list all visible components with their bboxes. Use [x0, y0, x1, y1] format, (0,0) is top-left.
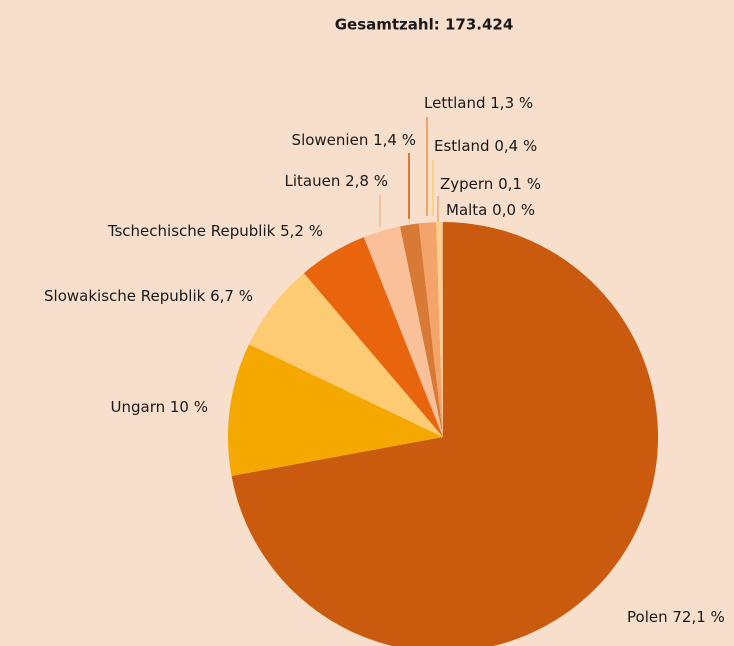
- pie-slice: [231, 222, 658, 646]
- pie-slice: [418, 222, 443, 437]
- slice-label: Tschechische Republik 5,2 %: [107, 222, 323, 240]
- slice-value: 1,3 %: [490, 94, 533, 112]
- slice-name: Litauen: [284, 172, 340, 190]
- slice-label: Malta 0,0 %: [446, 201, 535, 219]
- slice-name: Slowakische Republik: [44, 287, 206, 305]
- slice-value: 2,8 %: [345, 172, 388, 190]
- slice-name: Zypern: [440, 175, 493, 193]
- slice-label: Litauen 2,8 %: [284, 172, 388, 190]
- pie-slice: [363, 226, 443, 437]
- slice-value: 0,1 %: [498, 175, 541, 193]
- slice-name: Ungarn: [111, 398, 166, 416]
- slice-name: Lettland: [424, 94, 485, 112]
- pie-slice: [400, 223, 443, 437]
- pie-slice: [436, 222, 443, 437]
- pie-slice: [303, 237, 443, 437]
- pie-slice: [441, 222, 443, 437]
- slice-label: Slowenien 1,4 %: [292, 131, 416, 149]
- slice-name: Tschechische Republik: [107, 222, 276, 240]
- slice-value: 6,7 %: [210, 287, 253, 305]
- slice-label: Ungarn 10 %: [111, 398, 209, 416]
- slice-label: Zypern 0,1 %: [440, 175, 541, 193]
- slice-name: Polen: [627, 608, 668, 626]
- slice-value: 1,4 %: [373, 131, 416, 149]
- slice-label: Estland 0,4 %: [434, 137, 537, 155]
- slice-value: 10 %: [170, 398, 208, 416]
- slice-label: Lettland 1,3 %: [424, 94, 533, 112]
- slice-name: Estland: [434, 137, 490, 155]
- slice-value: 0,4 %: [494, 137, 537, 155]
- slice-label: Polen 72,1 %: [627, 608, 725, 626]
- chart-title: Gesamtzahl: 173.424: [335, 16, 514, 34]
- slice-value: 5,2 %: [280, 222, 323, 240]
- pie-slice: [227, 344, 443, 476]
- slice-value: 72,1 %: [672, 608, 724, 626]
- slice-value: 0,0 %: [492, 201, 535, 219]
- slice-label: Slowakische Republik 6,7 %: [44, 287, 253, 305]
- pie-slice: [249, 273, 443, 437]
- slice-name: Malta: [446, 201, 487, 219]
- slice-name: Slowenien: [292, 131, 369, 149]
